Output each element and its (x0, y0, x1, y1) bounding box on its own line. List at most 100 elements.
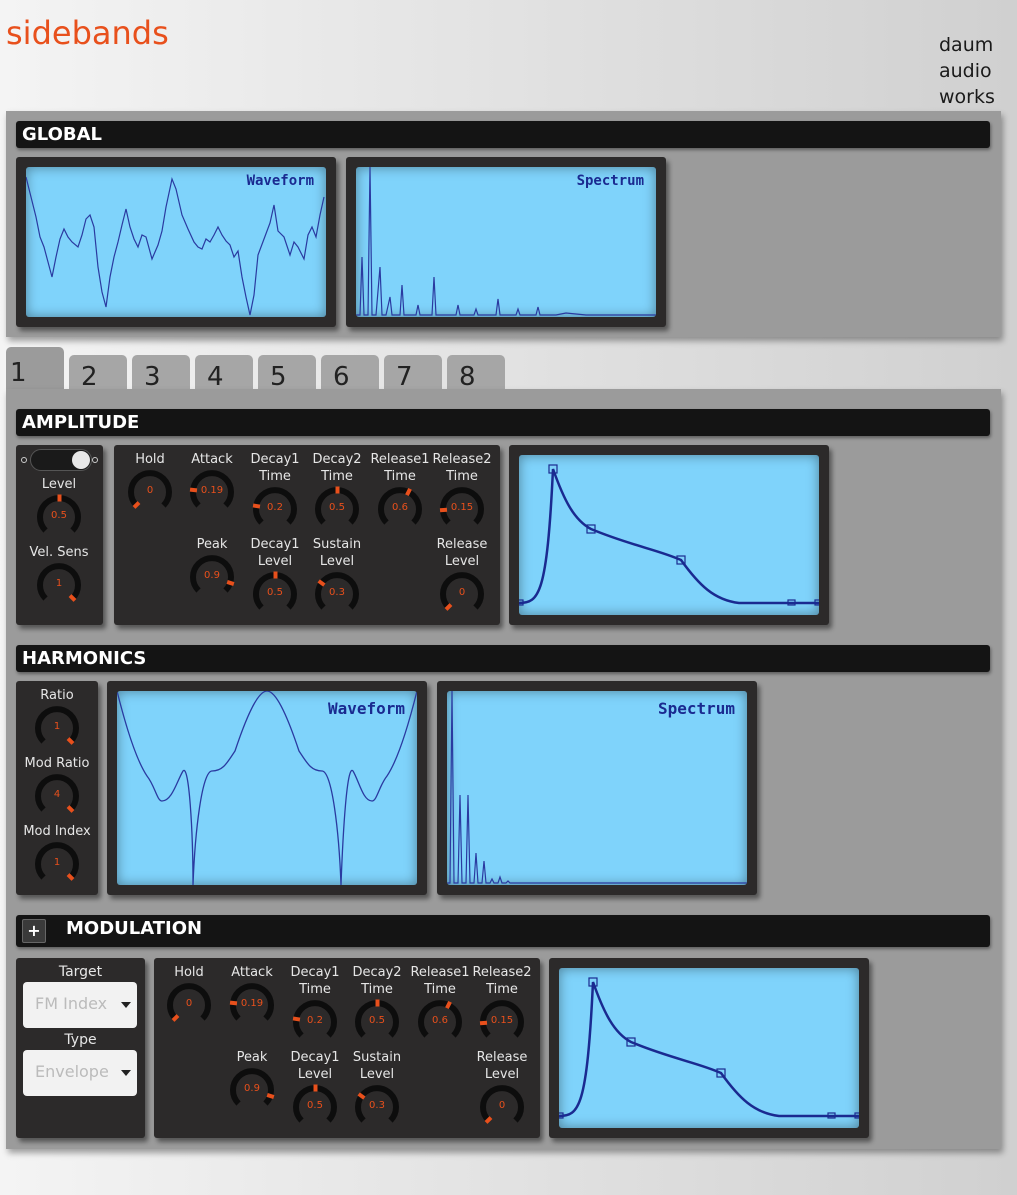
knob-control[interactable]: Decay2 Time 0.5 (342, 964, 412, 1038)
knob-control[interactable]: Decay1 Level 0.5 (240, 536, 310, 610)
knob-control[interactable]: Release Level 0 (467, 1049, 537, 1125)
knob-control[interactable]: Decay2 Time 0.5 (302, 451, 372, 525)
toggle-thumb (72, 451, 90, 469)
knob[interactable]: 0.6 (377, 486, 423, 532)
knob-control[interactable]: Vel. Sens 1 (24, 544, 94, 603)
tab-8[interactable]: 8 (447, 355, 505, 389)
knob-dial[interactable] (354, 1084, 400, 1130)
knob[interactable]: 0.5 (354, 999, 400, 1045)
knob-dial[interactable] (189, 554, 235, 600)
tab-7[interactable]: 7 (384, 355, 442, 389)
knob-dial[interactable] (292, 999, 338, 1045)
knob-control[interactable]: Decay1 Time 0.2 (280, 964, 350, 1038)
knob[interactable]: 0.9 (229, 1067, 275, 1113)
knob-dial[interactable] (189, 469, 235, 515)
knob[interactable]: 0.19 (189, 469, 235, 515)
knob-control[interactable]: Ratio 1 (22, 687, 92, 746)
knob[interactable]: 0.5 (36, 494, 82, 540)
knob-label: Peak (236, 1050, 268, 1065)
knob[interactable]: 0.2 (292, 999, 338, 1045)
knob-dial[interactable] (127, 469, 173, 515)
knob-dial[interactable] (229, 1067, 275, 1113)
knob-dial[interactable] (36, 562, 82, 608)
knob-value: 0.6 (432, 1015, 448, 1026)
knob-dial[interactable] (479, 1084, 525, 1130)
knob-control[interactable]: Release2 Time 0.15 (467, 964, 537, 1038)
tab-5[interactable]: 5 (258, 355, 316, 389)
knob-indicator (375, 999, 379, 1007)
knob[interactable]: 0.15 (439, 486, 485, 532)
knob[interactable]: 0.5 (252, 571, 298, 617)
knob-label: Release2 Time (472, 965, 532, 997)
tab-3[interactable]: 3 (132, 355, 190, 389)
knob[interactable]: 4 (34, 773, 80, 819)
knob-control[interactable]: Hold 0 (115, 451, 185, 510)
knob[interactable]: 0.19 (229, 982, 275, 1028)
knob-label: Vel. Sens (29, 545, 89, 560)
knob[interactable]: 1 (34, 841, 80, 887)
knob[interactable]: 0.6 (417, 999, 463, 1045)
knob-control[interactable]: Release1 Time 0.6 (365, 451, 435, 525)
global-spectrum-display: Spectrum (356, 167, 656, 317)
knob-control[interactable]: Peak 0.9 (217, 1049, 287, 1106)
knob-control[interactable]: Release1 Time 0.6 (405, 964, 475, 1038)
knob-control[interactable]: Hold 0 (154, 964, 224, 1023)
knob-control[interactable]: Attack 0.19 (177, 451, 247, 508)
knob-control[interactable]: Peak 0.9 (177, 536, 247, 593)
knob[interactable]: 0.15 (479, 999, 525, 1045)
chevron-down-icon (121, 1002, 131, 1008)
knob-dial[interactable] (252, 486, 298, 532)
knob-control[interactable]: Sustain Level 0.3 (342, 1049, 412, 1123)
harmonics-spectrum-label: Spectrum (657, 699, 735, 718)
knob-dial[interactable] (417, 999, 463, 1045)
modulation-header: + MODULATION (16, 915, 990, 947)
knob-label: Release1 Time (410, 965, 470, 997)
knob-control[interactable]: Sustain Level 0.3 (302, 536, 372, 610)
knob[interactable]: 0.2 (252, 486, 298, 532)
knob-dial[interactable] (377, 486, 423, 532)
knob-control[interactable]: Mod Ratio 4 (22, 755, 92, 814)
knob-dial[interactable] (314, 571, 360, 617)
brand-line: audio (939, 60, 992, 82)
knob[interactable]: 0.5 (314, 486, 360, 532)
knob-label: Decay2 Time (312, 452, 362, 484)
tab-1[interactable]: 1 (6, 347, 64, 391)
knob[interactable]: 0.3 (354, 1084, 400, 1130)
target-select[interactable]: FM Index (23, 982, 137, 1028)
knob-dial[interactable] (34, 841, 80, 887)
knob-control[interactable]: Release2 Time 0.15 (427, 451, 497, 525)
knob[interactable]: 0.5 (292, 1084, 338, 1130)
knob-control[interactable]: Attack 0.19 (217, 964, 287, 1021)
global-header: GLOBAL (16, 121, 990, 148)
tab-4[interactable]: 4 (195, 355, 253, 389)
knob[interactable]: 1 (34, 705, 80, 751)
knob-dial[interactable] (229, 982, 275, 1028)
knob[interactable]: 0 (439, 571, 485, 617)
type-select[interactable]: Envelope (23, 1050, 137, 1096)
knob[interactable]: 0 (127, 469, 173, 515)
knob[interactable]: 0.3 (314, 571, 360, 617)
knob[interactable]: 1 (36, 562, 82, 608)
knob-control[interactable]: Release Level 0 (427, 536, 497, 612)
knob-dial[interactable] (439, 571, 485, 617)
knob-dial[interactable] (34, 773, 80, 819)
knob-dial[interactable] (34, 705, 80, 751)
knob-control[interactable]: Decay1 Level 0.5 (280, 1049, 350, 1123)
harmonics-side-box (16, 681, 98, 895)
knob-control[interactable]: Decay1 Time 0.2 (240, 451, 310, 525)
add-modulation-button[interactable]: + (22, 919, 46, 943)
knob[interactable]: 0 (479, 1084, 525, 1130)
tab-6[interactable]: 6 (321, 355, 379, 389)
knob[interactable]: 0 (166, 982, 212, 1028)
knob-value: 0.6 (392, 502, 408, 513)
power-toggle[interactable] (30, 449, 92, 471)
tab-2[interactable]: 2 (69, 355, 127, 389)
knob-dial[interactable] (166, 982, 212, 1028)
knob-control[interactable]: Level 0.5 (24, 476, 94, 533)
knob[interactable]: 0.9 (189, 554, 235, 600)
knob-label: Peak (196, 537, 228, 552)
knob-control[interactable]: Mod Index 1 (22, 823, 92, 882)
global-waveform-label: Waveform (246, 173, 314, 189)
knob-value: 0.5 (369, 1015, 385, 1026)
amplitude-envelope-display (519, 455, 819, 615)
